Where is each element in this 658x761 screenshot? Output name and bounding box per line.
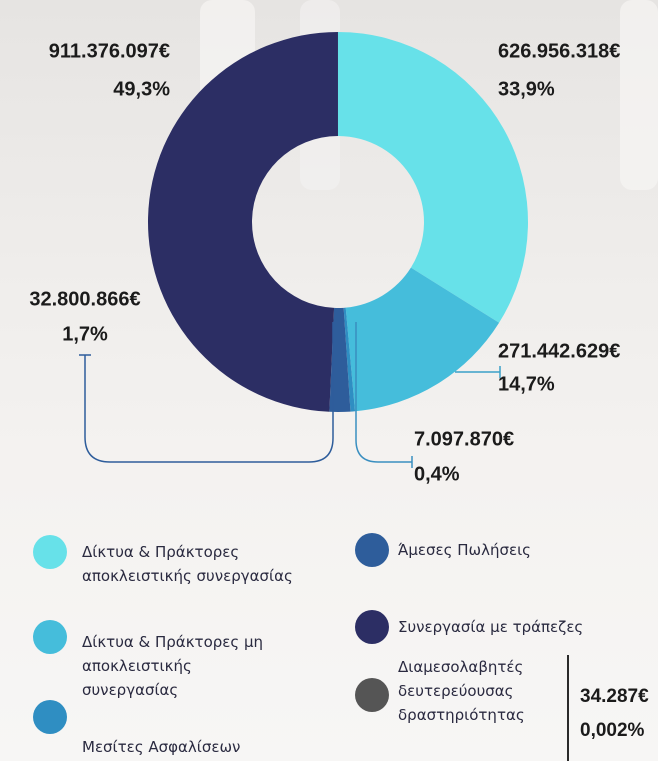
- leader-line: [455, 366, 500, 378]
- page: 626.956.318€ 33,9% 271.442.629€ 14,7% 7.097.…: [0, 0, 658, 761]
- legend-marker: [33, 535, 67, 569]
- legend-label: Διαμεσολαβητές δευτερεύουσας δραστηριότη…: [398, 655, 538, 727]
- legend-label: Δίκτυα & Πράκτορες μη αποκλειστικής συνε…: [82, 630, 287, 702]
- legend-marker: [355, 610, 389, 644]
- chart: 626.956.318€ 33,9% 271.442.629€ 14,7% 7.097.…: [0, 0, 658, 520]
- background-shape: [620, 0, 658, 190]
- value-label: 34.287€: [580, 680, 649, 714]
- percentage-label: 0,002%: [580, 714, 644, 748]
- donut-slice: [148, 32, 338, 412]
- percentage-label: 33,9%: [498, 78, 555, 100]
- value-label: 911.376.097€: [49, 40, 170, 62]
- legend-marker: [33, 700, 67, 734]
- percentage-label: 14,7%: [498, 373, 555, 395]
- donut-slice: [338, 32, 528, 323]
- divider: [567, 655, 569, 761]
- legend-label: Άμεσες Πωλήσεις: [398, 538, 648, 562]
- legend-label: Δίκτυα & Πράκτορες αποκλειστικής συνεργα…: [82, 540, 332, 588]
- value-label: 626.956.318€: [498, 40, 620, 62]
- legend-marker: [355, 678, 389, 712]
- percentage-label: 1,7%: [62, 323, 108, 345]
- value-label: 32.800.866€: [29, 288, 140, 310]
- legend-marker: [33, 620, 67, 654]
- legend-marker: [355, 533, 389, 567]
- legend-label: Μεσίτες Ασφαλίσεων: [82, 735, 332, 759]
- percentage-label: 49,3%: [113, 78, 170, 100]
- legend-label: Συνεργασία με τράπεζες: [398, 615, 648, 639]
- value-label: 271.442.629€: [498, 340, 620, 362]
- value-label: 7.097.870€: [414, 428, 514, 450]
- percentage-label: 0,4%: [414, 463, 460, 485]
- donut: [148, 32, 528, 412]
